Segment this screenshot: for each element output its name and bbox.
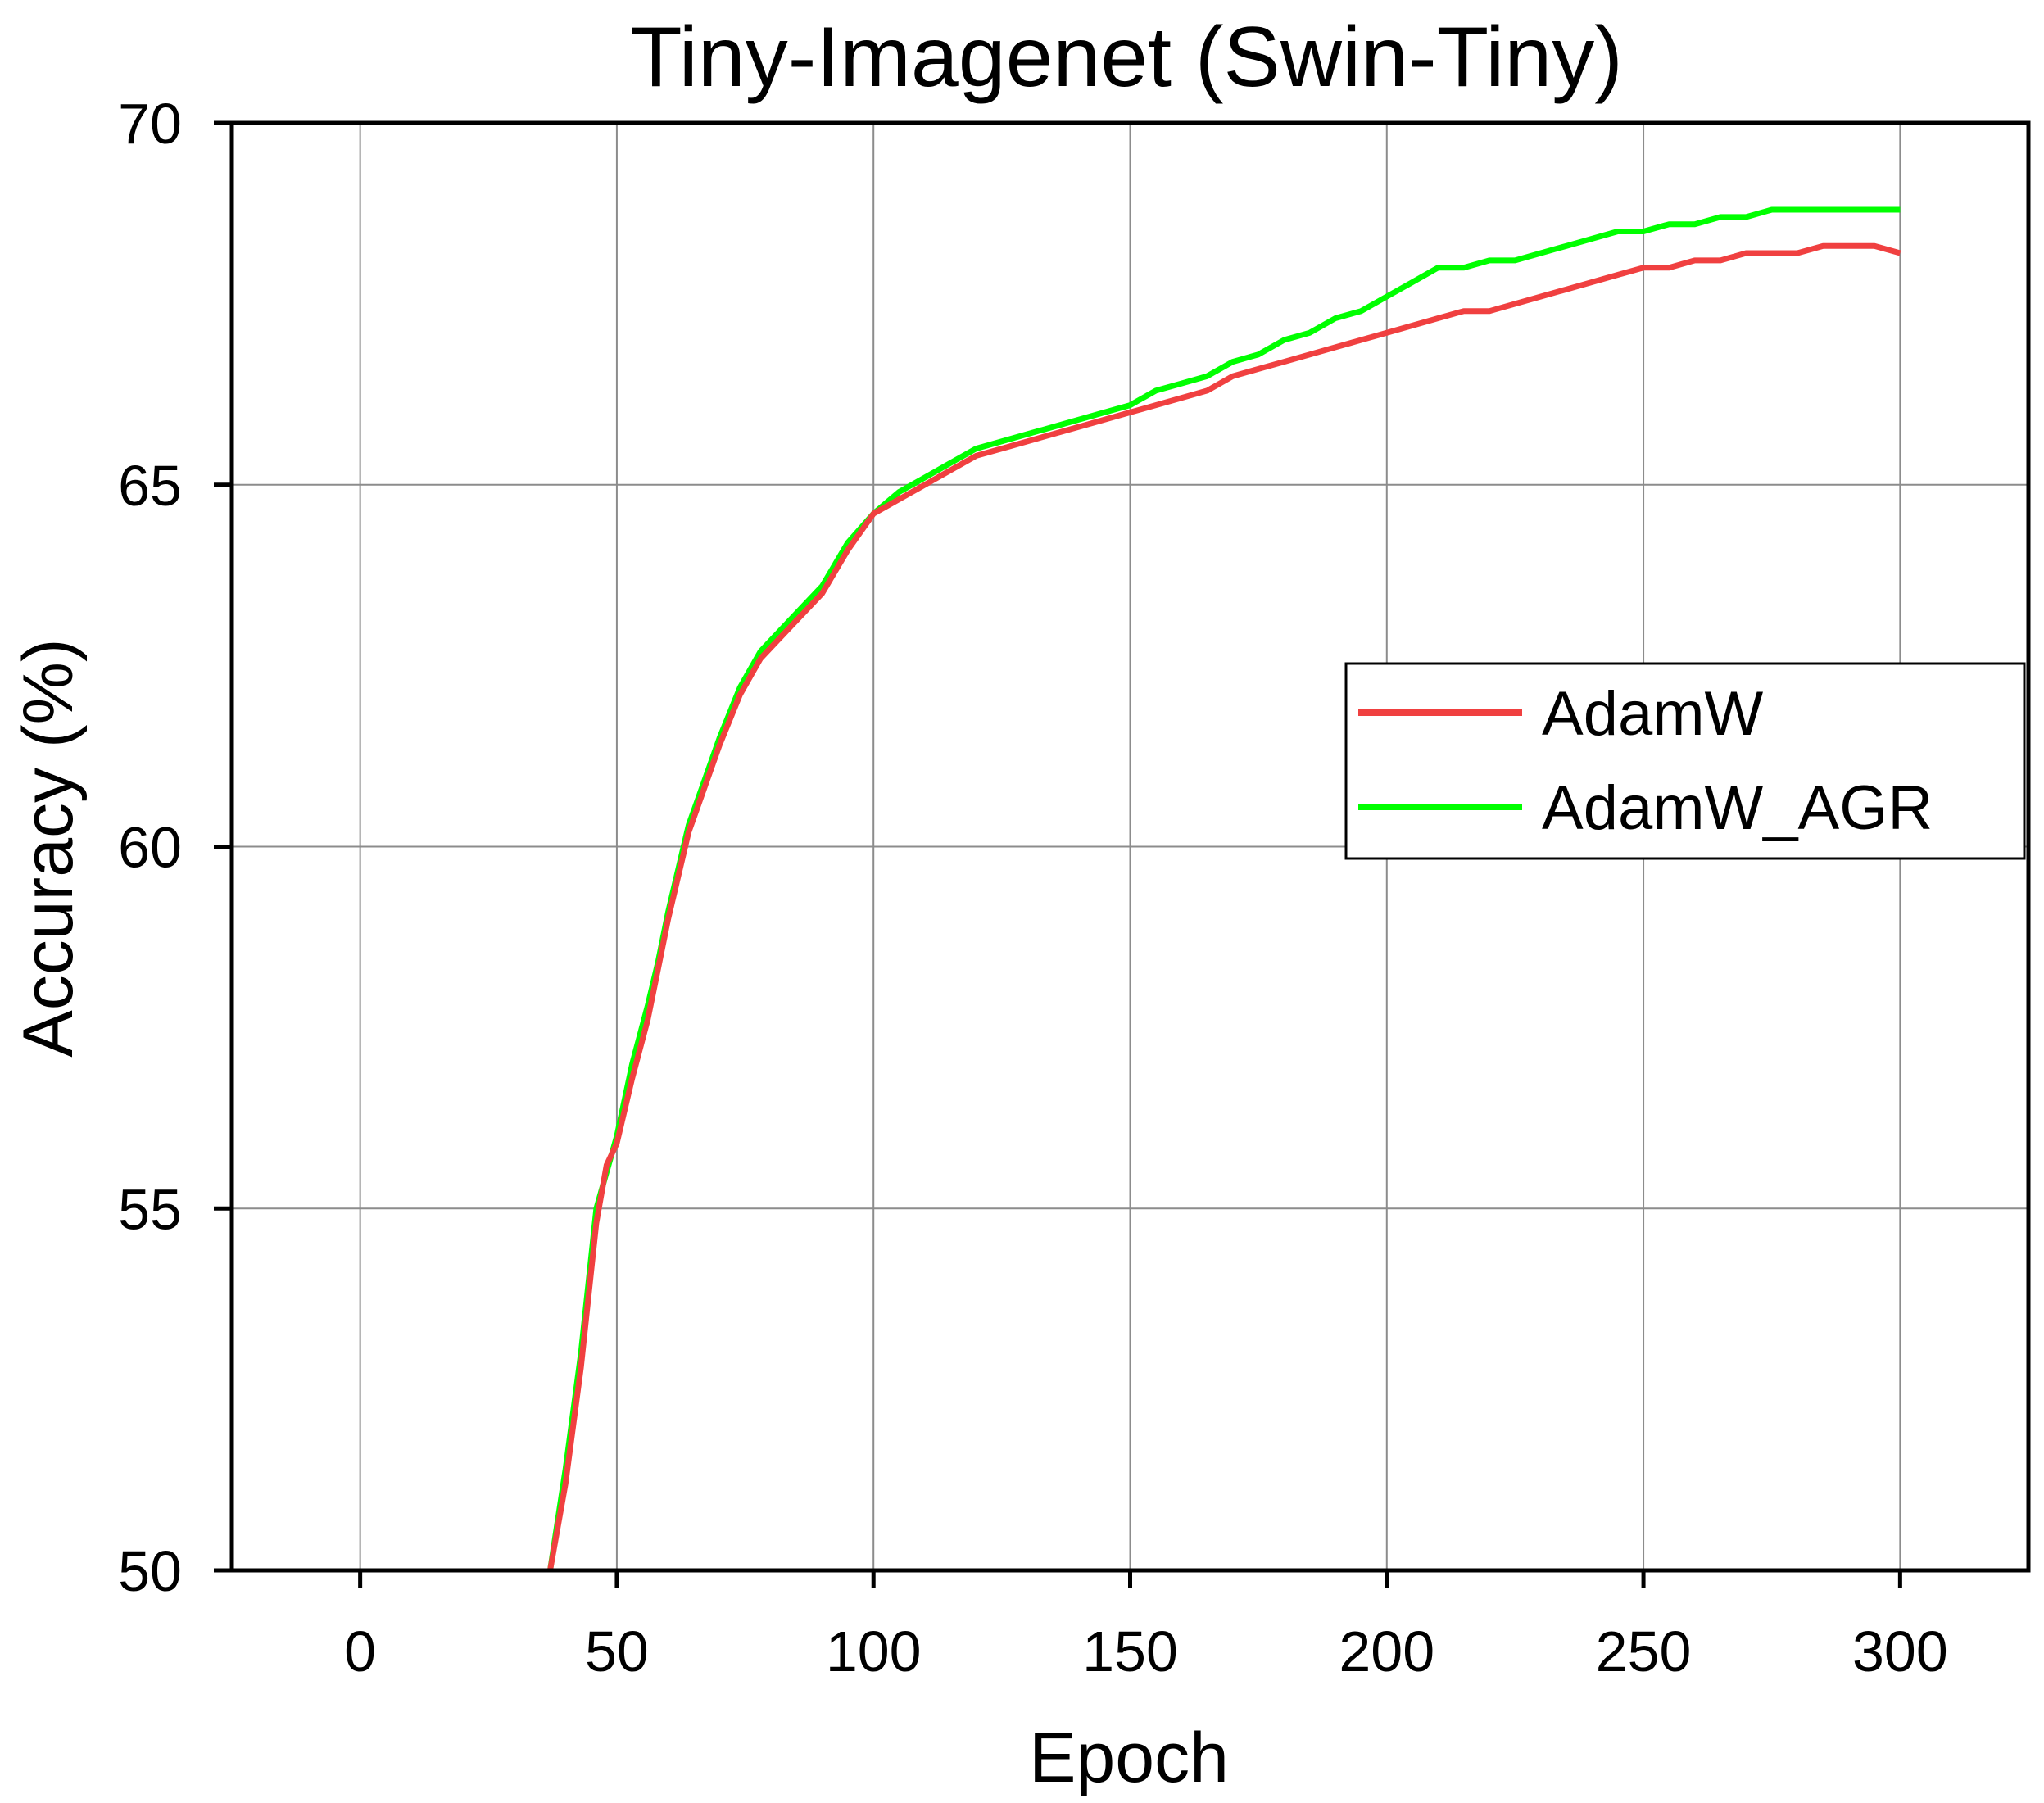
legend-label-adamw-agr: AdamW_AGR [1542,773,1933,843]
series-line-adamw [547,242,1901,1571]
series-layer [547,206,1901,1571]
y-tick-label: 55 [118,1177,182,1241]
chart-title: Tiny-Imagenet (Swin-Tiny) [630,10,1623,105]
x-tick-label: 200 [1339,1620,1434,1683]
series-line-adamw-agr [547,206,1901,1571]
x-tick-label: 100 [826,1620,922,1683]
y-tick-label: 70 [118,92,182,156]
legend: AdamW AdamW_AGR [1344,662,2026,860]
y-axis-label: Accuracy (%) [9,638,88,1057]
x-tick-label: 0 [344,1620,376,1683]
x-tick-label: 150 [1082,1620,1178,1683]
tick-labels: 0 50 100 150 200 250 300 50 55 60 65 70 [118,92,1948,1683]
ticks [214,120,1902,1588]
legend-label-adamw: AdamW [1542,679,1764,749]
x-tick-label: 250 [1596,1620,1692,1683]
y-tick-label: 65 [118,454,182,518]
y-tick-label: 50 [118,1539,182,1603]
x-tick-label: 300 [1852,1620,1948,1683]
x-tick-label: 50 [585,1620,649,1683]
x-axis-label: Epoch [1029,1719,1229,1797]
y-tick-label: 60 [118,816,182,880]
legend-box [1344,662,2026,860]
